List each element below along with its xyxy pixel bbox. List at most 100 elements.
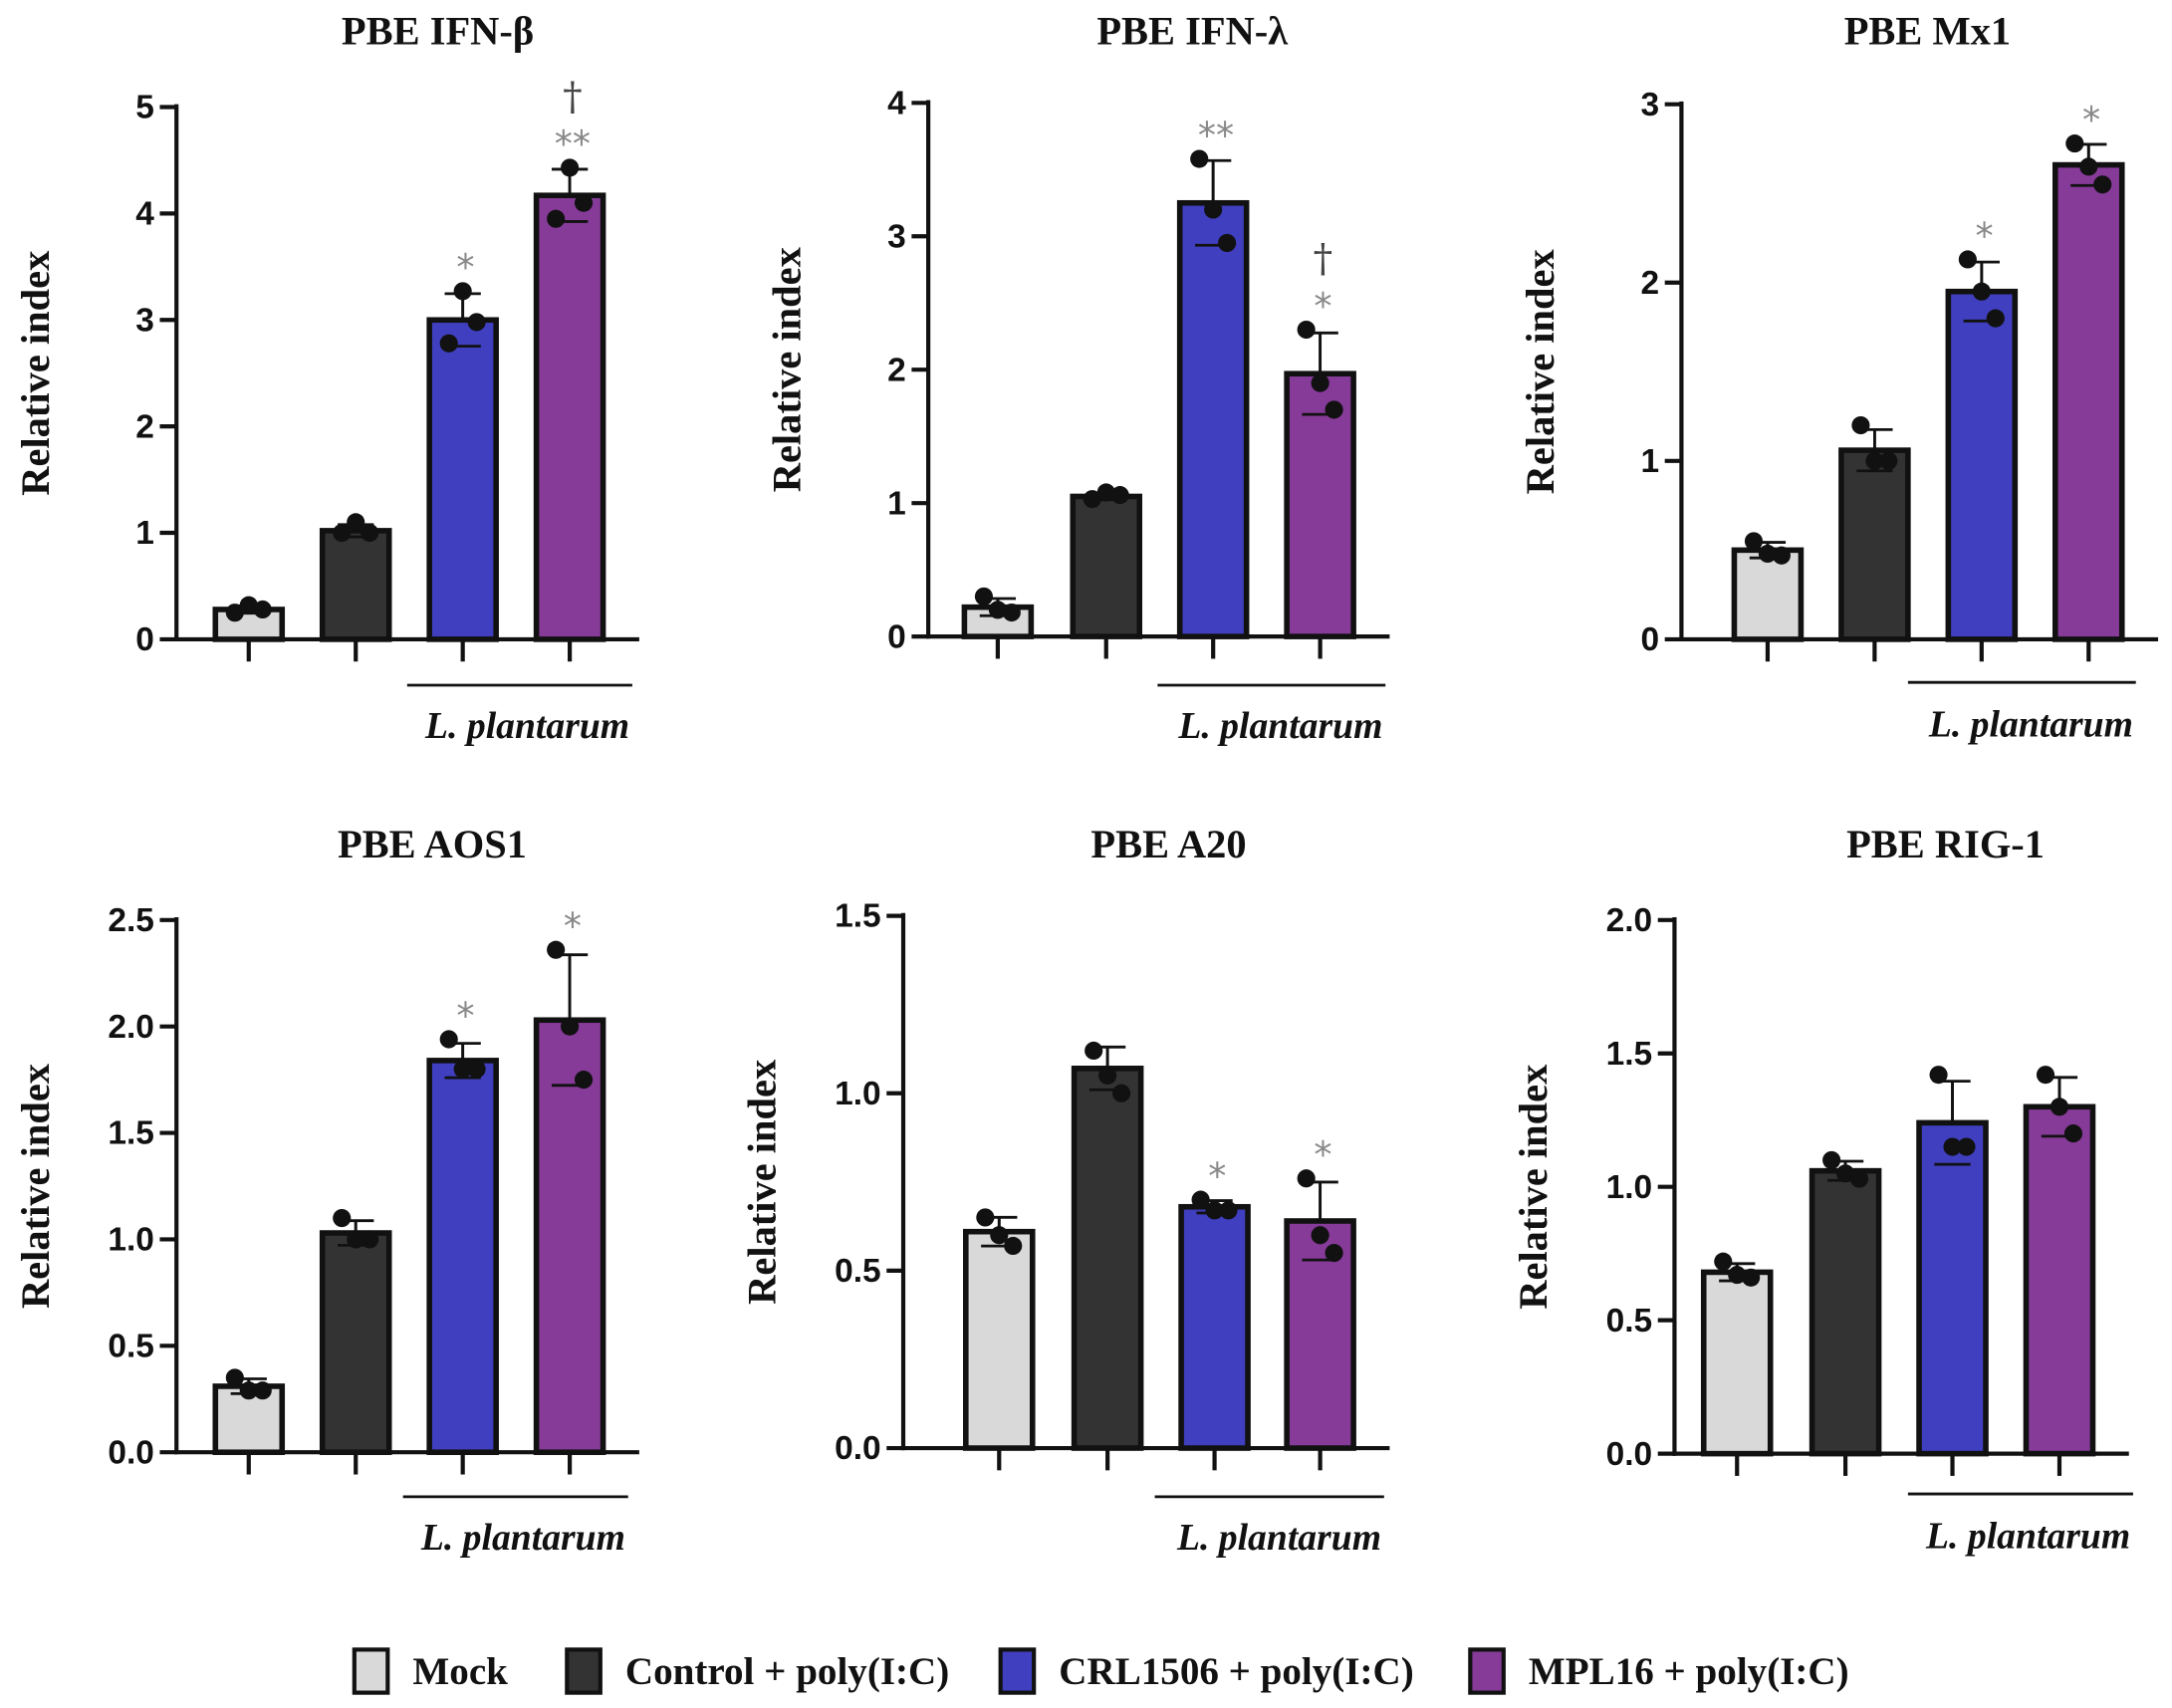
data-point: [439, 334, 458, 353]
data-point: [1002, 603, 1021, 622]
y-tick-label: 1: [135, 515, 154, 552]
data-point: [347, 513, 365, 532]
data-point: [1851, 415, 1870, 435]
data-point: [453, 282, 472, 301]
y-tick-label: 1: [887, 485, 906, 522]
y-tick-label: 2: [887, 352, 906, 388]
data-point: [467, 313, 486, 332]
bar: [426, 1058, 499, 1456]
y-axis-label: Relative index: [1511, 1064, 1556, 1310]
data-point: [1297, 1169, 1316, 1188]
y-tick-label: 0.0: [108, 1434, 154, 1471]
data-point: [1004, 1236, 1023, 1256]
significance-marker: *: [1314, 285, 1331, 328]
y-tick-label: 3: [1640, 87, 1659, 123]
data-point: [467, 1060, 486, 1079]
legend-swatch: [998, 1647, 1037, 1695]
group-label: L. plantarum: [1925, 1515, 2130, 1557]
data-point: [1758, 544, 1778, 564]
bar: [1071, 1066, 1144, 1451]
legend-label: Control + poly(I:C): [625, 1650, 949, 1693]
significance-marker: **: [1198, 114, 1234, 156]
bar: [1809, 1167, 1882, 1457]
data-point: [2065, 134, 2084, 153]
legend-swatch: [352, 1647, 390, 1695]
y-tick-label: 1.0: [835, 1076, 881, 1112]
data-point: [2036, 1066, 2055, 1085]
bar: [319, 1230, 392, 1456]
y-tick-label: 0: [135, 621, 154, 658]
chart-panel: PBE RIG-1 Relative index 0.0 0.5 1.0 1.5 2.0 L.…: [1511, 822, 2133, 1557]
y-axis-label: Relative index: [13, 1063, 58, 1309]
bar: [2051, 161, 2125, 642]
y-axis-label: Relative index: [1518, 248, 1563, 494]
data-point: [990, 1226, 1009, 1245]
y-tick-label: 0: [887, 618, 906, 655]
bar: [2023, 1103, 2096, 1457]
data-point: [1728, 1266, 1747, 1285]
legend-label: CRL1506 + poly(I:C): [1059, 1650, 1413, 1693]
data-point: [1085, 1041, 1103, 1061]
data-point: [333, 523, 352, 543]
y-tick-label: 5: [135, 90, 154, 126]
chart-title: PBE RIG-1: [1846, 822, 2045, 866]
significance-marker: *: [564, 905, 582, 948]
significance-marker: **: [555, 122, 591, 165]
data-point: [1110, 486, 1129, 505]
y-axis-label: Relative index: [765, 246, 810, 492]
y-tick-label: 0.5: [1606, 1303, 1653, 1340]
y-tick-label: 0.5: [108, 1328, 154, 1364]
data-point: [2079, 157, 2098, 176]
data-point: [547, 209, 566, 228]
chart-title: PBE AOS1: [338, 822, 527, 866]
group-label: L. plantarum: [420, 1517, 625, 1559]
data-point: [1836, 1164, 1855, 1183]
significance-marker: *: [1208, 1154, 1226, 1197]
significance-marker: *: [1314, 1133, 1331, 1176]
bar: [1176, 199, 1250, 639]
y-tick-label: 0.0: [835, 1430, 881, 1467]
data-point: [453, 1060, 472, 1079]
data-point: [1325, 1244, 1343, 1263]
bar: [533, 192, 606, 642]
bar: [1945, 288, 2019, 642]
y-axis-label: Relative index: [13, 250, 58, 496]
data-point: [547, 940, 566, 959]
bar: [1284, 370, 1356, 639]
data-point: [574, 1071, 594, 1090]
data-point: [1744, 532, 1764, 551]
y-tick-label: 3: [887, 218, 906, 255]
data-point: [1204, 200, 1223, 219]
significance-marker: *: [456, 246, 474, 289]
bar: [1284, 1218, 1356, 1451]
y-tick-label: 1.0: [108, 1222, 154, 1259]
data-point: [1297, 320, 1316, 340]
y-tick-label: 4: [887, 85, 906, 122]
legend-label: Mock: [412, 1650, 508, 1693]
chart-title: PBE IFN-λ: [1096, 9, 1288, 54]
data-point: [561, 158, 580, 177]
bar: [533, 1017, 606, 1456]
data-point: [1958, 250, 1977, 269]
data-point: [333, 1208, 352, 1228]
data-point: [2063, 1124, 2082, 1143]
data-point: [1865, 451, 1884, 470]
bar: [1838, 447, 1911, 642]
y-tick-label: 1.5: [1606, 1036, 1653, 1073]
y-tick-label: 1.5: [835, 898, 881, 935]
data-point: [561, 1017, 580, 1036]
data-point: [1311, 1226, 1329, 1245]
bar: [1700, 1269, 1774, 1457]
bar: [1178, 1203, 1251, 1451]
significance-marker: *: [2082, 99, 2100, 141]
y-tick-label: 2: [1640, 265, 1659, 302]
group-label: L. plantarum: [1177, 705, 1382, 747]
data-point: [239, 596, 258, 614]
data-point: [2093, 175, 2112, 194]
group-label: L. plantarum: [1176, 1517, 1381, 1559]
group-label: L. plantarum: [1928, 704, 2133, 746]
data-point: [225, 1368, 244, 1387]
data-point: [1714, 1252, 1733, 1271]
